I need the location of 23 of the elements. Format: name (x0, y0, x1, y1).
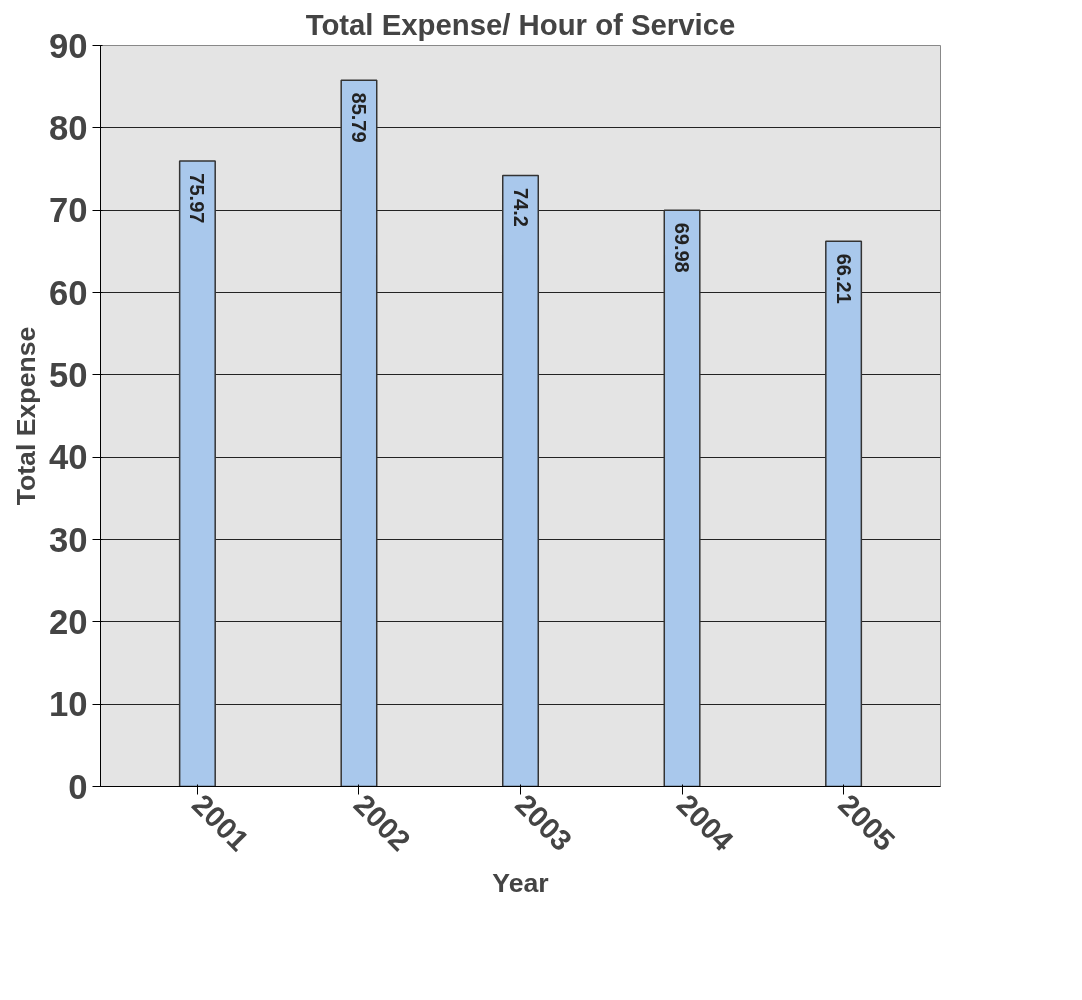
data-label: 85.79 (347, 92, 370, 143)
y-tick-label: 40 (48, 438, 88, 477)
bar (501, 174, 540, 787)
y-tick-label: 60 (48, 273, 88, 312)
data-label: 66.21 (832, 253, 855, 304)
y-tick-label: 20 (48, 602, 88, 641)
bar (340, 79, 378, 787)
y-axis-title: Total Expense (10, 326, 41, 506)
data-label: 74.2 (509, 187, 532, 227)
x-axis-title: Year (492, 867, 549, 898)
y-tick-label: 30 (48, 520, 88, 559)
bar (178, 160, 216, 787)
data-label: 75.97 (186, 173, 209, 224)
y-tick-label: 10 (48, 685, 88, 724)
bar (825, 240, 863, 787)
y-tick-label: 80 (48, 108, 88, 147)
y-tick-label: 70 (48, 191, 88, 230)
y-tick-label: 50 (48, 355, 88, 394)
y-tick-label: 90 (48, 26, 88, 65)
y-tick-label: 0 (68, 767, 88, 806)
bar (663, 209, 701, 787)
chart-title: Total Expense/ Hour of Service (305, 7, 736, 41)
data-label: 69.98 (671, 222, 694, 273)
